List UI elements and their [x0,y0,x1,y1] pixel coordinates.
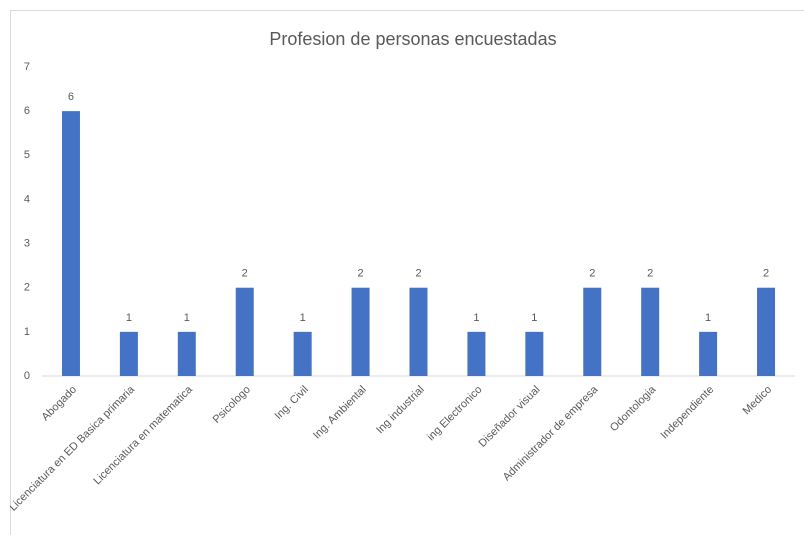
y-tick-label: 1 [24,326,30,338]
data-label: 6 [68,91,74,103]
data-label: 2 [589,268,595,280]
x-tick-label: Ing. Civil [273,384,311,422]
y-tick-label: 0 [24,370,30,382]
data-label: 1 [705,312,711,324]
x-tick-label: Medico [741,384,775,418]
y-tick-label: 2 [24,282,30,294]
data-label: 1 [473,312,479,324]
bar [119,331,138,376]
data-label: 2 [763,268,769,280]
x-tick-label: Diseñador visual [477,384,543,450]
bar [61,111,80,377]
data-label: 1 [300,312,306,324]
x-tick-label: Ing industrial [374,384,427,437]
bar [525,331,544,376]
x-tick-label: Ing. Ambiental [311,384,369,442]
y-tick-label: 7 [24,61,30,73]
y-tick-label: 5 [24,149,30,161]
data-label: 1 [126,312,132,324]
x-tick-label: Administrador de empresa [501,383,601,483]
x-tick-label: Odontologia [608,383,659,434]
y-tick-label: 4 [24,193,30,205]
data-label: 1 [531,312,537,324]
x-tick-label: Licenciatura en ED Basica primaria [7,383,138,514]
bar [293,331,312,376]
bar [699,331,718,376]
data-label: 2 [242,268,248,280]
data-label: 2 [647,268,653,280]
bar [177,331,196,376]
bar [467,331,486,376]
bar [583,287,602,376]
data-label: 1 [184,312,190,324]
bar [757,287,776,376]
x-tick-label: Psicologo [211,384,253,426]
chart-title: Profesion de personas encuestadas [269,29,556,49]
y-tick-label: 3 [24,237,30,249]
bar [641,287,660,376]
bar [235,287,254,376]
data-label: 2 [415,268,421,280]
y-tick-label: 6 [24,105,30,117]
chart-frame [10,10,804,535]
x-tick-label: ing Electronico [425,384,485,444]
bar [409,287,428,376]
data-label: 2 [358,268,364,280]
x-tick-label: Independiente [658,384,716,442]
x-tick-label: Licenciatura en matematica [91,383,195,487]
x-tick-label: Abogado [40,384,80,424]
plot: 0 1 2 3 4 5 6 7 Abogado 6 Licenciatura en ED Basic… [7,61,795,514]
bar [351,287,370,376]
